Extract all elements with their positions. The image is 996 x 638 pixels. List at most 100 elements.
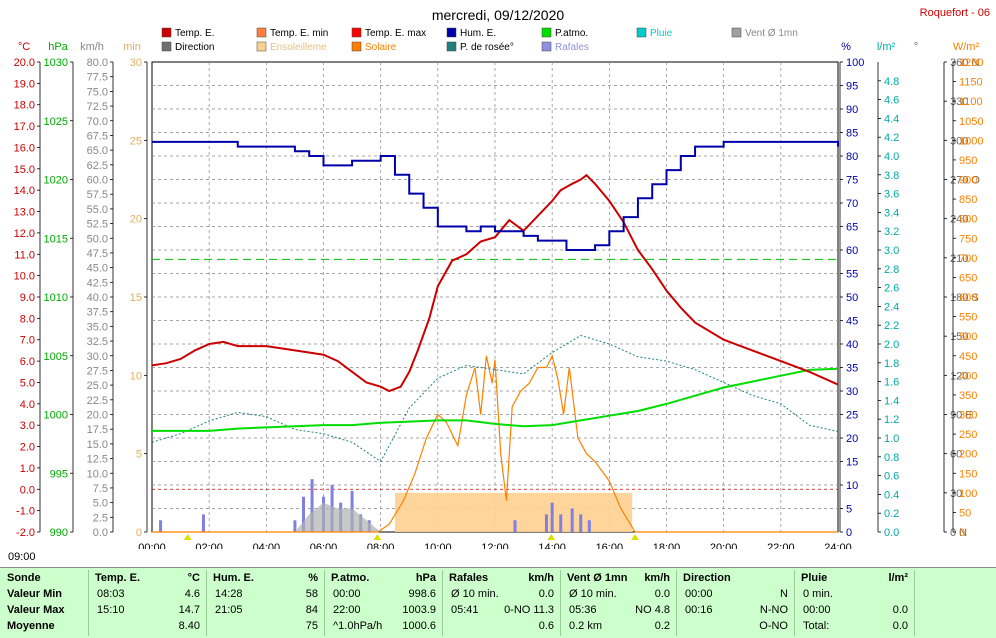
x-tick-label: 10:00	[424, 542, 452, 549]
pressure-axis-tick-label: 1015	[44, 233, 68, 245]
minutes-axis-tick-label: 25	[130, 135, 142, 147]
humidity-axis-tick-label: 100	[846, 57, 864, 69]
pressure-axis-tick-label: 1020	[44, 175, 68, 187]
wind-axis-tick-label: 67.5	[87, 130, 108, 142]
wind-axis-tick-label: 45.0	[87, 263, 108, 275]
rain-axis-tick-label: 0.8	[884, 452, 899, 464]
legend-swatch	[636, 27, 647, 38]
solar-line	[152, 354, 838, 533]
summary-cell-value: N-NO	[759, 604, 788, 616]
rain-axis-tick-label: 2.8	[884, 264, 899, 276]
wind-axis-tick-label: 2.5	[93, 512, 108, 524]
summary-table: Sonde Valeur Min Valeur Max Moyenne Temp…	[0, 567, 996, 638]
summary-cell: 00:16 N-NO	[676, 602, 794, 618]
summary-cell-time: 00:00	[685, 588, 713, 600]
sunset-icon	[631, 534, 640, 540]
x-tick-label: 08:00	[367, 542, 395, 549]
solar-axis-tick-label: 500	[959, 331, 977, 343]
gust-bar	[570, 508, 574, 532]
wind-axis-tick-label: 42.5	[87, 277, 108, 289]
summary-col-title: Direction	[683, 572, 731, 584]
solar-axis-tick-label: 600	[959, 292, 977, 304]
wind-axis-tick-label: 77.5	[87, 72, 108, 84]
legend-label: Direction	[175, 42, 214, 53]
summary-col-title: Vent Ø 1mn	[567, 572, 628, 584]
summary-col-unit: hPa	[415, 572, 436, 584]
humidity-axis-tick-label: 60	[846, 245, 858, 257]
wind-axis-tick-label: 60.0	[87, 175, 108, 187]
solar-axis-tick-label: 1000	[959, 135, 983, 147]
gust-bar	[579, 514, 583, 532]
pressure-line	[152, 367, 839, 432]
temp-axis-tick-label: 7.0	[20, 335, 35, 347]
summary-cell-value: 1003.9	[402, 604, 436, 616]
pressure-axis-tick-label: 1005	[44, 351, 68, 363]
direction-axis-tick-label: 0 N	[950, 527, 967, 539]
temp-axis-tick-label: 18.0	[14, 100, 35, 112]
weather-chart: mercredi, 09/12/2020 Roquefort - 06 Temp. …	[14, 7, 990, 549]
wind-axis-tick-label: 52.5	[87, 219, 108, 231]
solar-axis-tick-label: 100	[959, 488, 977, 500]
summary-col-head: Hum. E.%	[206, 570, 324, 586]
summary-cell-time	[442, 620, 451, 632]
legend-label: P.atmo.	[555, 28, 588, 39]
solar-axis-tick-label: 1100	[959, 96, 983, 108]
summary-col-title: Pluie	[801, 572, 828, 584]
humidity-axis-tick-label: 50	[846, 292, 858, 304]
summary-cell: 0.2 km 0.2	[560, 618, 676, 634]
gust-bar	[293, 520, 297, 532]
wind-axis-tick-label: 37.5	[87, 307, 108, 319]
temp-axis-tick-label: 9.0	[20, 292, 35, 304]
summary-cell: Ø 10 min. 0.0	[560, 586, 676, 602]
x-tick-label: 02:00	[195, 542, 223, 549]
summary-cell-time: 14:28	[215, 588, 243, 600]
temp-axis-tick-label: 19.0	[14, 78, 35, 90]
summary-cell-time: 00:00	[333, 588, 361, 600]
legend-swatch	[351, 27, 362, 38]
temp-axis-tick-label: 20.0	[14, 57, 35, 69]
direction-axis-tick-label: 210	[950, 253, 968, 265]
direction-axis-tick-label: 360 N	[950, 57, 979, 69]
summary-col-unit: l/m²	[888, 572, 908, 584]
x-tick-label: 12:00	[481, 542, 509, 549]
solar-axis-tick-label: 750	[959, 233, 977, 245]
solar-axis-tick-label: 1150	[959, 77, 983, 89]
direction-axis-tick-label: 150	[950, 331, 968, 343]
summary-col-direction: Direction 00:00 N 00:16 N-NO O-NO	[676, 570, 795, 636]
solar-axis-tick-label: 1050	[959, 116, 983, 128]
rain-axis-tick-label: 1.0	[884, 433, 899, 445]
temp-axis-tick-label: 11.0	[14, 249, 35, 261]
summary-head: Sonde	[7, 572, 41, 584]
minutes-axis-tick-label: 15	[130, 292, 142, 304]
sunrise-icon	[373, 534, 382, 540]
summary-col-vent-1mn: Vent Ø 1mn km/h Ø 10 min. 0.0 05:36 NO 4.8 0.2…	[560, 570, 677, 636]
wind-axis-tick-label: 30.0	[87, 351, 108, 363]
wind-axis-tick-label: 7.5	[93, 483, 108, 495]
wind-axis-tick-label: 25.0	[87, 380, 108, 392]
gust-bar	[513, 520, 517, 532]
summary-col-head: Direction	[676, 570, 794, 586]
minutes-axis-tick-label: 30	[130, 57, 142, 69]
temp-axis-tick-label: -1.0	[16, 506, 35, 518]
legend-swatch	[541, 41, 552, 52]
summary-col-title: Temp. E.	[95, 572, 141, 584]
summary-cell-value: 0.6	[538, 620, 554, 632]
temp-axis-tick-label: 15.0	[14, 164, 35, 176]
rain-axis-tick-label: 4.8	[884, 76, 899, 88]
legend-swatch	[161, 41, 172, 52]
temp-axis-tick-label: 2.0	[20, 442, 35, 454]
temp-axis-tick-label: 16.0	[14, 142, 35, 154]
summary-cell: O-NO	[676, 618, 794, 634]
temp-axis-tick-label: 8.0	[20, 313, 35, 325]
summary-cell-time: 00:16	[685, 604, 713, 616]
summary-cell: 05:41 0-NO 11.3	[442, 602, 560, 618]
wind-axis-tick-label: 50.0	[87, 233, 108, 245]
summary-cell-value: 0.0	[892, 620, 908, 632]
humidity-axis-tick-label: 65	[846, 222, 858, 234]
moonset-icon	[183, 534, 192, 540]
legend-label: Pluie	[650, 28, 673, 39]
temp-axis-tick-label: 1.0	[20, 463, 35, 475]
summary-cell-time: Ø 10 min.	[569, 588, 617, 600]
rain-axis-tick-label: 4.4	[884, 113, 899, 125]
temp-axis-tick-label: 14.0	[14, 185, 35, 197]
